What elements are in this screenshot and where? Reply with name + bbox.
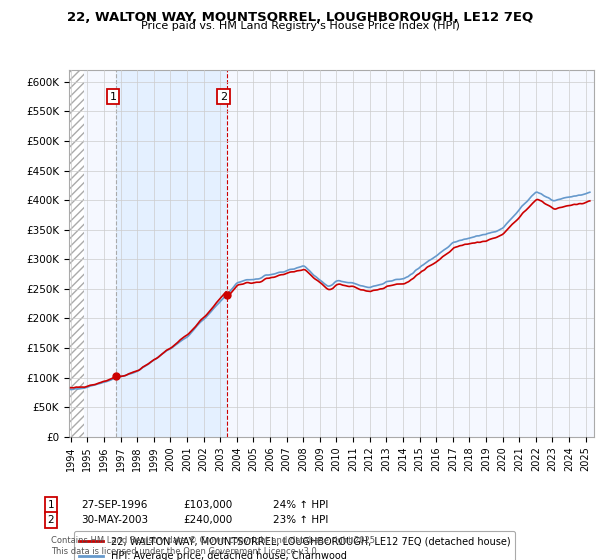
Text: Contains HM Land Registry data © Crown copyright and database right 2025.
This d: Contains HM Land Registry data © Crown c…: [51, 536, 377, 556]
Text: 1: 1: [109, 92, 116, 101]
Text: 2: 2: [220, 92, 227, 101]
Text: 22, WALTON WAY, MOUNTSORREL, LOUGHBOROUGH, LE12 7EQ: 22, WALTON WAY, MOUNTSORREL, LOUGHBOROUG…: [67, 11, 533, 24]
Text: 30-MAY-2003: 30-MAY-2003: [81, 515, 148, 525]
Text: 2: 2: [47, 515, 55, 525]
Legend: 22, WALTON WAY, MOUNTSORREL, LOUGHBOROUGH, LE12 7EQ (detached house), HPI: Avera: 22, WALTON WAY, MOUNTSORREL, LOUGHBOROUG…: [74, 531, 515, 560]
Text: 24% ↑ HPI: 24% ↑ HPI: [273, 500, 328, 510]
Text: £240,000: £240,000: [183, 515, 232, 525]
Text: 23% ↑ HPI: 23% ↑ HPI: [273, 515, 328, 525]
Text: 27-SEP-1996: 27-SEP-1996: [81, 500, 148, 510]
Text: Price paid vs. HM Land Registry's House Price Index (HPI): Price paid vs. HM Land Registry's House …: [140, 21, 460, 31]
Bar: [116, 70, 227, 437]
Text: 1: 1: [47, 500, 55, 510]
Text: £103,000: £103,000: [183, 500, 232, 510]
